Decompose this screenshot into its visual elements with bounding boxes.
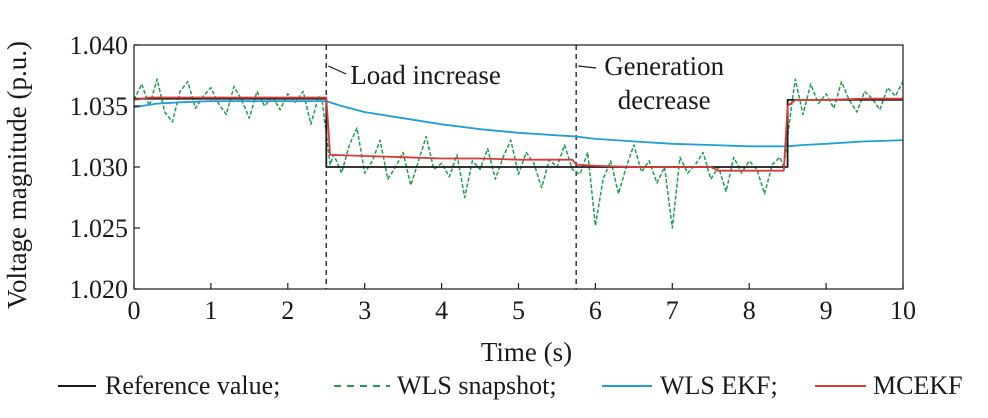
y-tick-label: 1.040 <box>70 31 129 60</box>
x-tick-label: 5 <box>512 296 525 325</box>
legend-label: MCEKF <box>873 371 963 400</box>
y-tick-label: 1.025 <box>70 214 129 243</box>
event-pointer <box>328 65 347 75</box>
legend: Reference value; WLS snapshot; WLS EKF; MCE… <box>58 371 963 400</box>
x-tick-label: 10 <box>890 296 916 325</box>
x-tick-label: 9 <box>820 296 833 325</box>
x-tick-label: 3 <box>358 296 371 325</box>
y-axis-title: Voltage magnitude (p.u.) <box>2 41 32 309</box>
x-tick-label: 2 <box>281 296 294 325</box>
series-line-wls-snapshot <box>134 78 903 229</box>
event-pointer <box>578 65 597 69</box>
legend-label: WLS EKF; <box>660 371 778 400</box>
x-tick-label: 4 <box>435 296 448 325</box>
x-tick-label: 1 <box>204 296 217 325</box>
legend-label: Reference value; <box>105 371 280 400</box>
y-tick-label: 1.030 <box>70 153 129 182</box>
x-axis-title: Time (s) <box>481 337 572 367</box>
x-tick-label: 0 <box>128 296 141 325</box>
event-label: Load increase <box>350 60 501 90</box>
y-tick-label: 1.035 <box>70 92 129 121</box>
x-tick-label: 7 <box>666 296 679 325</box>
event-label: Generation <box>604 51 724 81</box>
event-label: decrease <box>618 85 711 115</box>
y-tick-label: 1.020 <box>70 275 129 304</box>
series-lines <box>134 78 903 229</box>
x-tick-label: 8 <box>743 296 756 325</box>
legend-label: WLS snapshot; <box>397 371 557 400</box>
series-line-mcekf <box>134 96 903 172</box>
axis-ticks: 0 1 2 3 4 5 6 7 8 9 10 1.020 1.025 1.030 1.035 1.040 <box>70 31 917 325</box>
x-tick-label: 6 <box>589 296 602 325</box>
